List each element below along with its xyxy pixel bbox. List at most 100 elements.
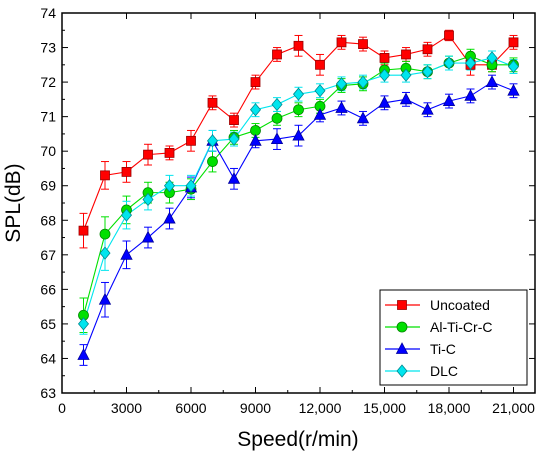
legend-label: Ti-C <box>430 341 456 357</box>
x-tick-label: 21,000 <box>492 400 535 416</box>
y-tick-label: 68 <box>40 212 56 228</box>
legend-marker-ti-c <box>395 342 409 354</box>
y-tick-label: 71 <box>40 109 56 125</box>
data-point-al-ti-cr-c <box>99 228 111 240</box>
data-point-ti-c <box>120 247 133 260</box>
data-point-ti-c <box>249 133 262 146</box>
legend-marker-dlc <box>396 364 408 378</box>
data-point-al-ti-cr-c <box>207 156 218 167</box>
data-point-uncoated <box>358 39 368 49</box>
legend-marker-al-ti-cr-c <box>396 321 408 333</box>
data-point-dlc <box>271 97 283 112</box>
y-tick-label: 65 <box>40 316 56 332</box>
data-point-dlc <box>77 317 90 331</box>
y-tick-label: 72 <box>40 74 56 90</box>
y-tick-label: 74 <box>40 5 56 21</box>
data-point-dlc <box>185 179 197 193</box>
data-point-dlc <box>421 65 434 79</box>
data-point-dlc <box>314 84 326 98</box>
data-point-uncoated <box>143 149 153 160</box>
legend-label: DLC <box>430 363 458 379</box>
legend-marker-uncoated <box>397 300 407 310</box>
data-point-ti-c <box>77 348 90 360</box>
data-point-dlc <box>120 208 133 222</box>
data-point-uncoated <box>207 97 218 108</box>
data-point-ti-c <box>313 108 327 120</box>
data-point-ti-c <box>356 111 370 124</box>
data-point-al-ti-cr-c <box>250 125 261 136</box>
data-point-dlc <box>443 56 455 70</box>
legend-item-dlc: DLC <box>385 363 458 379</box>
data-point-dlc <box>206 134 219 148</box>
data-point-dlc <box>142 192 154 207</box>
data-point-uncoated <box>272 49 282 60</box>
data-point-dlc <box>400 68 412 82</box>
data-point-dlc <box>507 59 520 74</box>
data-point-ti-c <box>141 230 155 243</box>
data-point-dlc <box>99 246 111 260</box>
data-point-al-ti-cr-c <box>293 104 304 116</box>
data-point-dlc <box>357 75 369 89</box>
data-point-ti-c <box>292 128 305 141</box>
y-axis-title: SPL(dB) <box>2 163 25 242</box>
data-point-ti-c <box>485 75 499 87</box>
data-point-uncoated <box>186 135 196 146</box>
x-tick-label: 6000 <box>175 400 206 416</box>
x-axis-title: Speed(r/min) <box>237 428 358 451</box>
data-point-ti-c <box>421 102 434 115</box>
data-point-uncoated <box>78 225 89 236</box>
data-point-dlc <box>292 87 305 101</box>
data-point-uncoated <box>229 115 239 125</box>
y-tick-label: 67 <box>40 247 56 263</box>
data-point-uncoated <box>250 77 261 87</box>
data-point-uncoated <box>379 53 390 63</box>
legend-swatch-marker <box>397 300 407 310</box>
legend-label: Al-Ti-Cr-C <box>430 319 492 335</box>
data-point-uncoated <box>444 30 454 41</box>
y-tick-label: 63 <box>40 385 56 401</box>
data-point-ti-c <box>507 83 520 96</box>
data-point-dlc <box>163 179 176 193</box>
data-point-dlc <box>335 77 348 91</box>
x-tick-label: 3000 <box>111 400 142 416</box>
legend-item-al-ti-cr-c: Al-Ti-Cr-C <box>385 319 492 335</box>
axis-ticks: 0 3000 6000 9000 12,000 15,000 18,000 21,000 63 6… <box>40 5 535 416</box>
y-tick-label: 69 <box>40 178 56 194</box>
legend-swatch-marker <box>396 321 408 333</box>
data-point-uncoated <box>508 37 519 48</box>
data-point-uncoated <box>121 167 132 177</box>
legend-item-uncoated: Uncoated <box>385 297 490 313</box>
legend-item-ti-c: Ti-C <box>385 341 456 357</box>
data-point-ti-c <box>335 101 348 113</box>
data-point-dlc <box>378 68 391 82</box>
y-tick-label: 66 <box>40 281 56 297</box>
x-tick-label: 9000 <box>240 400 271 416</box>
legend-swatch-marker <box>395 342 409 354</box>
data-point-uncoated <box>164 148 175 158</box>
data-point-uncoated <box>422 44 433 55</box>
series-markers <box>77 30 520 360</box>
x-tick-label: 0 <box>58 400 66 416</box>
data-point-dlc <box>249 103 262 117</box>
legend-label: Uncoated <box>430 297 490 313</box>
data-point-uncoated <box>100 170 110 181</box>
data-point-ti-c <box>270 132 284 144</box>
y-tick-label: 73 <box>40 40 56 56</box>
x-tick-label: 12,000 <box>299 400 342 416</box>
data-point-dlc <box>486 51 498 65</box>
data-point-ti-c <box>163 211 176 224</box>
legend: Uncoated Al-Ti-Cr-C Ti-C DLC <box>379 289 528 386</box>
y-tick-label: 64 <box>40 350 56 366</box>
data-point-dlc <box>464 56 477 70</box>
data-point-uncoated <box>293 40 304 51</box>
y-tick-label: 70 <box>40 143 56 159</box>
x-tick-label: 18,000 <box>428 400 471 416</box>
x-tick-label: 15,000 <box>363 400 406 416</box>
data-point-ti-c <box>464 89 477 101</box>
data-point-ti-c <box>227 171 241 184</box>
data-point-ti-c <box>98 292 112 305</box>
data-point-ti-c <box>399 92 413 105</box>
data-point-uncoated <box>401 49 411 60</box>
